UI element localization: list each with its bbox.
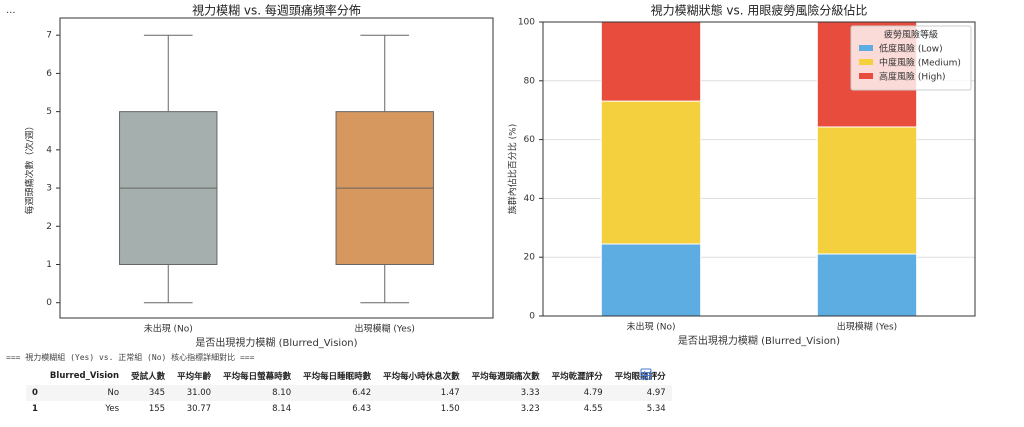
- legend-label: 低度風險 (Low): [879, 43, 943, 55]
- bar-segment: [600, 100, 702, 245]
- column-header: 平均每日睡眠時數: [303, 372, 372, 382]
- column-header: 平均每小時休息次數: [383, 372, 460, 382]
- table-row: 1 Yes 155 30.77 8.14 6.43 1.50 3.23 4.55 5.34: [26, 401, 672, 417]
- legend-label: 高度風險 (High): [879, 71, 946, 83]
- table-cell: 8.10: [272, 388, 292, 398]
- table-cell: 4.55: [583, 404, 603, 414]
- x-axis-label: 是否出現視力模糊 (Blurred_Vision): [195, 336, 357, 349]
- y-tick-label: 60: [524, 135, 536, 145]
- ellipsis: ...: [6, 5, 16, 16]
- column-header: 平均乾澀評分: [551, 372, 603, 382]
- table-row: 0 No 345 31.00 8.10 6.42 1.47 3.33 4.79 4.97: [26, 385, 672, 401]
- x-tick-label: 未出現 (No): [626, 321, 675, 333]
- column-header: 平均每日螢幕時數: [223, 372, 292, 382]
- y-tick-label: 3: [46, 184, 52, 194]
- chart-title: 視力模糊狀態 vs. 用眼疲勞風險分級佔比: [651, 3, 868, 18]
- heading-text: === 視力模糊組 (Yes) vs. 正常組 (No) 核心指標詳細對比 ==…: [6, 353, 255, 362]
- y-axis-label: 每週頭痛次數（次/週）: [24, 121, 36, 214]
- index-header: [26, 367, 44, 385]
- bar-segment: [600, 21, 702, 102]
- y-tick-label: 40: [524, 194, 536, 204]
- x-tick-label: 出現模糊 (Yes): [837, 321, 897, 333]
- table-cell: 6.42: [352, 388, 372, 398]
- table-cell: 0: [32, 388, 38, 398]
- table-cell: 4.97: [646, 388, 666, 398]
- legend-swatch: [859, 45, 873, 51]
- column-header: Blurred_Vision: [49, 371, 120, 381]
- legend-swatch: [859, 59, 873, 65]
- y-tick-label: 6: [46, 69, 52, 79]
- bar-segment: [816, 253, 918, 317]
- table-cell: 1: [32, 404, 38, 414]
- table-cell: 30.77: [186, 404, 212, 414]
- table-cell: 345: [148, 388, 166, 398]
- table-cell: No: [107, 388, 120, 398]
- bar-segment: [816, 126, 918, 255]
- table-heading: === 視力模糊組 (Yes) vs. 正常組 (No) 核心指標詳細對比 ==…: [0, 352, 672, 363]
- table-cell: 3.23: [520, 404, 540, 414]
- y-tick-label: 0: [46, 298, 52, 308]
- table-cell: 1.50: [440, 404, 460, 414]
- column-header: 平均每週頭痛次數: [471, 372, 540, 382]
- table-cell: 31.00: [186, 388, 212, 398]
- y-tick-label: 100: [518, 18, 535, 28]
- summary-table: === 視力模糊組 (Yes) vs. 正常組 (No) 核心指標詳細對比 ==…: [0, 352, 672, 417]
- legend-swatch: [859, 73, 873, 79]
- table-cell: 5.34: [646, 404, 666, 414]
- y-tick-label: 2: [46, 222, 52, 232]
- y-tick-label: 5: [46, 107, 52, 117]
- x-tick-label: 未出現 (No): [144, 323, 193, 335]
- table: Blurred_Vision 受試人數 平均年齡 平均每日螢幕時數 平均每日睡眠時數 平均…: [26, 367, 672, 417]
- chart-title: 視力模糊 vs. 每週頭痛頻率分佈: [192, 3, 361, 18]
- legend-label: 中度風險 (Medium): [879, 57, 961, 69]
- x-axis-label: 是否出現視力模糊 (Blurred_Vision): [678, 334, 840, 347]
- table-cell: 3.33: [520, 388, 540, 398]
- column-header: 平均年齡: [177, 372, 212, 382]
- table-cell: 4.79: [583, 388, 603, 398]
- x-tick-label: 出現模糊 (Yes): [355, 323, 415, 335]
- header-row: Blurred_Vision 受試人數 平均年齡 平均每日螢幕時數 平均每日睡眠時數 平均…: [26, 367, 672, 385]
- table-cell: 8.14: [272, 404, 292, 414]
- axes-frame: [542, 21, 976, 317]
- y-tick-label: 0: [529, 312, 535, 322]
- y-tick-label: 4: [46, 145, 52, 155]
- table-cell: 6.43: [352, 404, 372, 414]
- y-tick-label: 20: [524, 253, 536, 263]
- table-cell: Yes: [105, 404, 120, 414]
- legend-box: [850, 25, 972, 91]
- legend-title: 疲勞風險等級: [884, 29, 938, 41]
- y-tick-label: 1: [46, 260, 52, 270]
- bar-segment: [600, 243, 702, 317]
- y-tick-label: 80: [524, 76, 536, 86]
- column-header: 受試人數: [131, 372, 166, 382]
- y-axis-label: 族群內佔比百分比 (%): [507, 124, 519, 214]
- table-icon[interactable]: [640, 368, 652, 380]
- column-header: 平均眼痛評分: [614, 372, 666, 382]
- table-cell: 155: [148, 404, 166, 414]
- y-tick-label: 7: [46, 31, 52, 41]
- table-cell: 1.47: [440, 388, 460, 398]
- axes-frame: [59, 17, 494, 319]
